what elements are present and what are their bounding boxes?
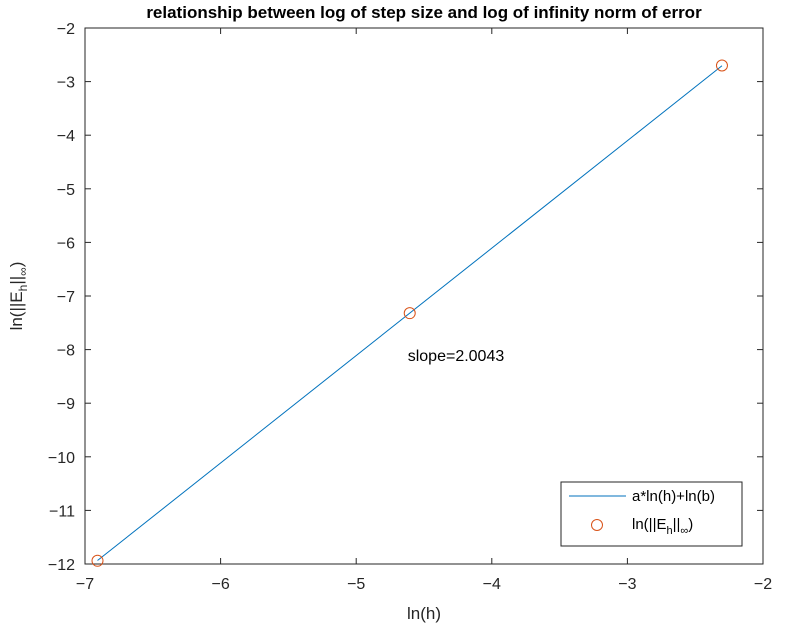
x-tick-label: −7 (76, 576, 94, 593)
y-tick-label: −7 (57, 289, 75, 306)
y-tick-label: −5 (57, 182, 75, 199)
legend-marker-swatch (591, 519, 603, 531)
x-tick-label: −5 (347, 576, 365, 593)
y-tick-label: −3 (57, 75, 75, 92)
plot-series (91, 59, 728, 567)
x-tick-label: −3 (618, 576, 636, 593)
data-point (91, 554, 104, 567)
y-tick-label: −8 (57, 343, 75, 360)
y-tick-label: −4 (57, 128, 75, 145)
data-point (715, 59, 728, 72)
x-tick-label: −6 (211, 576, 229, 593)
x-tick-label: −2 (754, 576, 772, 593)
y-tick-label: −12 (48, 557, 75, 574)
legend: a*ln(h)+ln(b) ln(||Eh||∞) (560, 481, 743, 547)
x-axis-label: ln(h) (407, 604, 441, 623)
legend-line-label: a*ln(h)+ln(b) (632, 488, 715, 505)
x-tick-label: −4 (483, 576, 501, 593)
slope-annotation: slope=2.0043 (408, 348, 505, 365)
y-ticks: −2 −3 −4 −5 −6 −7 −8 −9 −10 −11 −12 (48, 21, 763, 574)
y-tick-label: −11 (49, 503, 75, 520)
fit-line (97, 65, 723, 561)
y-tick-label: −6 (57, 235, 75, 252)
legend-box (560, 481, 743, 547)
y-tick-label: −9 (57, 396, 75, 413)
legend-marker-label: ln(||Eh||∞) (632, 516, 693, 537)
y-tick-label: −2 (57, 21, 75, 38)
y-tick-label: −10 (48, 450, 75, 467)
x-ticks: −7 −6 −5 −4 −3 −2 (76, 28, 772, 593)
chart-title: relationship between log of step size an… (146, 3, 702, 22)
data-point (403, 307, 416, 320)
y-axis-label: ln(||Eh||∞) (7, 262, 30, 331)
